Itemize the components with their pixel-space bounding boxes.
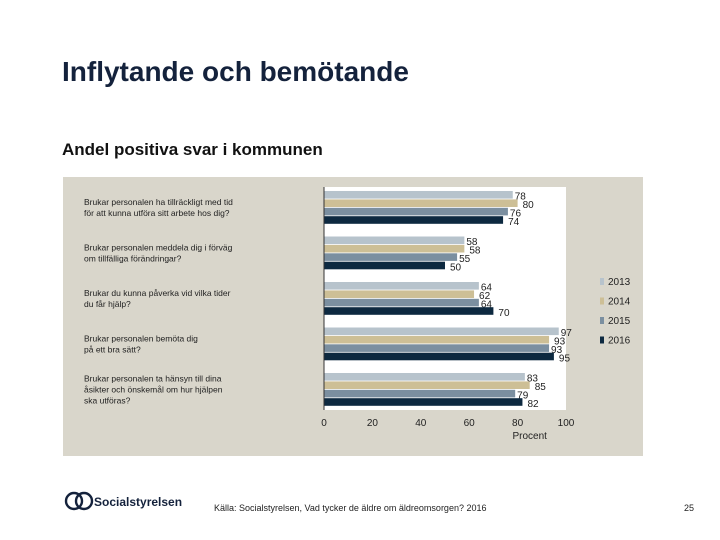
bar xyxy=(324,282,479,290)
bar xyxy=(324,191,513,199)
bar xyxy=(324,373,525,381)
bar xyxy=(324,290,475,298)
bar xyxy=(324,389,516,398)
data-label: 74 xyxy=(508,217,520,228)
data-label: 55 xyxy=(459,254,471,265)
category-label: på ett bra sätt? xyxy=(84,344,141,354)
bar xyxy=(324,199,518,207)
data-label: 79 xyxy=(517,390,529,401)
bar xyxy=(324,236,465,245)
x-tick-label: 80 xyxy=(512,418,524,429)
bar xyxy=(324,298,479,307)
data-label: 83 xyxy=(527,374,539,385)
data-label: 64 xyxy=(481,283,493,294)
data-label: 78 xyxy=(515,192,527,203)
chart-subtitle: Andel positiva svar i kommunen xyxy=(62,140,323,159)
category-label: du får hjälp? xyxy=(84,299,131,309)
category-label: Brukar personalen ha tillräckligt med ti… xyxy=(84,197,233,207)
data-label: 58 xyxy=(466,237,478,248)
bar xyxy=(324,344,550,352)
bar xyxy=(324,244,465,253)
socialstyrelsen-logo-icon xyxy=(64,491,94,511)
category-label: Brukar personalen bemöta dig xyxy=(84,333,198,343)
category-label: om tillfälliga förändringar? xyxy=(84,253,182,263)
data-label: 76 xyxy=(510,208,522,219)
bar xyxy=(324,307,494,315)
bar xyxy=(324,335,550,344)
slide-title: Inflytande och bemötande xyxy=(62,56,409,87)
x-tick-label: 0 xyxy=(321,418,327,429)
data-label: 80 xyxy=(523,200,535,211)
data-label: 93 xyxy=(554,337,566,348)
data-label: 62 xyxy=(479,291,491,302)
logo-text: Socialstyrelsen xyxy=(94,495,183,509)
legend-swatch xyxy=(600,297,604,305)
legend-label: 2014 xyxy=(608,297,631,308)
data-label: 95 xyxy=(559,353,571,364)
bar xyxy=(324,381,530,389)
legend-swatch xyxy=(600,278,604,285)
legend-swatch xyxy=(600,336,604,344)
legend-label: 2016 xyxy=(608,336,631,347)
data-label: 70 xyxy=(498,308,510,319)
category-label: Brukar personalen meddela dig i förväg xyxy=(84,242,233,252)
legend-label: 2013 xyxy=(608,277,631,288)
data-label: 64 xyxy=(481,299,493,310)
x-tick-label: 20 xyxy=(367,418,379,429)
bar xyxy=(324,352,554,361)
bar xyxy=(324,398,523,406)
x-tick-label: 100 xyxy=(558,418,575,429)
bar xyxy=(324,207,508,216)
data-label: 93 xyxy=(551,345,563,356)
bar xyxy=(324,253,458,261)
page-number: 25 xyxy=(684,503,695,513)
category-label: Brukar personalen ta hänsyn till dina xyxy=(84,373,222,383)
category-label: för att kunna utföra sitt arbete hos dig… xyxy=(84,208,230,218)
legend-label: 2015 xyxy=(608,316,631,327)
category-label: ska utföras? xyxy=(84,395,131,405)
category-label: Brukar du kunna påverka vid vilka tider xyxy=(84,288,231,298)
x-tick-label: 40 xyxy=(415,418,427,429)
plot-area xyxy=(324,187,566,410)
data-label: 82 xyxy=(527,399,539,410)
source-note: Källa: Socialstyrelsen, Vad tycker de äl… xyxy=(214,503,487,513)
category-label: åsikter och önskemål om hur hjälpen xyxy=(84,384,223,394)
data-label: 85 xyxy=(535,382,547,393)
data-label: 50 xyxy=(450,262,462,273)
x-tick-label: 60 xyxy=(464,418,476,429)
data-label: 97 xyxy=(561,328,573,339)
bar xyxy=(324,216,504,224)
legend-swatch xyxy=(600,317,604,324)
data-label: 58 xyxy=(469,246,481,257)
chart-panel: 78 80 76 74 Brukar personalen ha tillräcklig… xyxy=(63,177,643,456)
bar xyxy=(324,327,559,336)
x-axis-label: Procent xyxy=(512,431,547,442)
bar xyxy=(324,261,445,270)
